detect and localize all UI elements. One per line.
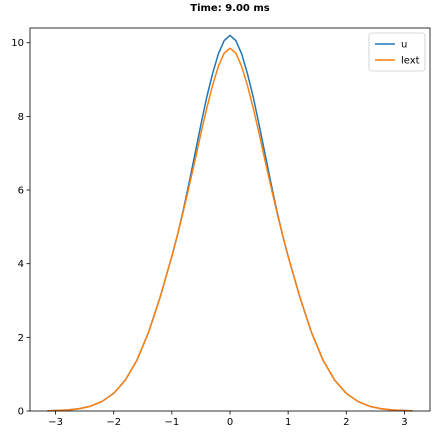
series-line-u bbox=[47, 34, 413, 412]
series-line-lext bbox=[47, 47, 413, 412]
y-tick-label: 4 bbox=[18, 259, 24, 270]
chart-title: Time: 9.00 ms bbox=[190, 3, 270, 14]
x-tick-label: −3 bbox=[48, 417, 63, 428]
x-tick-label: 1 bbox=[285, 417, 291, 428]
x-axis: −3 −2 −1 0 1 2 3 bbox=[48, 411, 408, 428]
y-tick-label: 10 bbox=[11, 38, 24, 49]
plot-area: −3 −2 −1 0 1 2 3 0 2 4 6 8 10 bbox=[11, 27, 431, 428]
legend-box bbox=[368, 32, 426, 72]
y-tick-label: 8 bbox=[18, 112, 24, 123]
series-group bbox=[47, 34, 413, 412]
x-tick-label: −2 bbox=[106, 417, 121, 428]
x-tick-label: 2 bbox=[343, 417, 349, 428]
x-tick-label: −1 bbox=[164, 417, 179, 428]
x-tick-label: 3 bbox=[401, 417, 407, 428]
y-tick-label: 2 bbox=[18, 333, 24, 344]
axes-frame bbox=[29, 27, 431, 412]
legend-label-u: u bbox=[401, 40, 407, 51]
y-tick-label: 0 bbox=[18, 407, 24, 418]
x-tick-label: 0 bbox=[227, 417, 233, 428]
y-tick-label: 6 bbox=[18, 186, 24, 197]
legend-label-lext: lext bbox=[401, 56, 420, 67]
legend: u lext bbox=[368, 32, 426, 72]
y-axis: 0 2 4 6 8 10 bbox=[11, 38, 30, 418]
